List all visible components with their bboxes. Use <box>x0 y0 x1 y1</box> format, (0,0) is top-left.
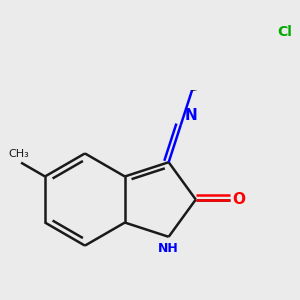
Text: Cl: Cl <box>277 25 292 39</box>
Text: CH₃: CH₃ <box>8 149 29 159</box>
Text: NH: NH <box>158 242 179 255</box>
Text: N: N <box>184 108 197 123</box>
Text: O: O <box>232 192 246 207</box>
